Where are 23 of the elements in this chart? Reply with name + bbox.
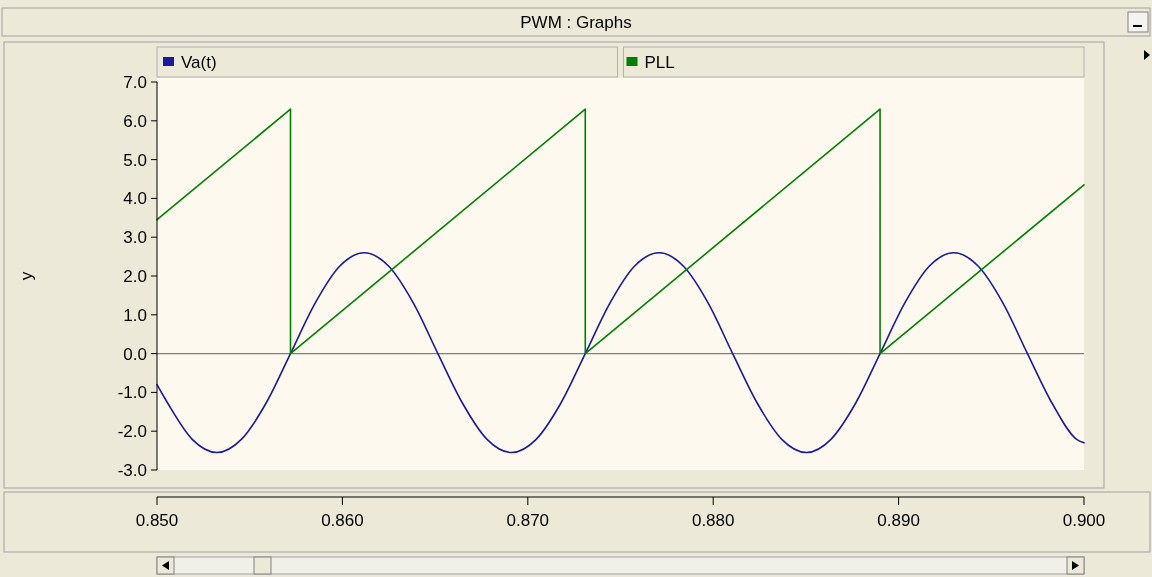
chart-title: PWM : Graphs — [520, 13, 632, 32]
y-tick-label: -3.0 — [117, 461, 147, 480]
x-tick-label: 0.900 — [1062, 511, 1106, 530]
x-tick-label: 0.890 — [877, 511, 920, 530]
y-axis-title: y — [17, 271, 36, 281]
y-tick-label: 5.0 — [123, 150, 147, 170]
line-series — [156, 108, 1085, 355]
x-tick-label: 0.870 — [506, 511, 550, 530]
legend-label: PLL — [644, 53, 675, 72]
y-tick-label: 7.0 — [123, 73, 147, 92]
y-tick-label: 2.0 — [123, 267, 147, 286]
x-tick-label: 0.860 — [321, 511, 364, 530]
x-tick-label: 0.850 — [135, 511, 179, 530]
y-tick-label: 4.0 — [123, 189, 147, 209]
y-tick-label: 0.0 — [123, 344, 147, 364]
y-tick-label: -1.0 — [117, 383, 147, 403]
y-tick-label: 1.0 — [123, 305, 147, 325]
legend-label: Va(t) — [181, 53, 217, 72]
line-series — [156, 251, 1085, 454]
y-tick-label: 6.0 — [123, 111, 147, 131]
y-tick-label: 3.0 — [123, 228, 147, 248]
y-tick-label: -2.0 — [117, 422, 147, 442]
x-tick-label: 0.880 — [691, 511, 735, 530]
